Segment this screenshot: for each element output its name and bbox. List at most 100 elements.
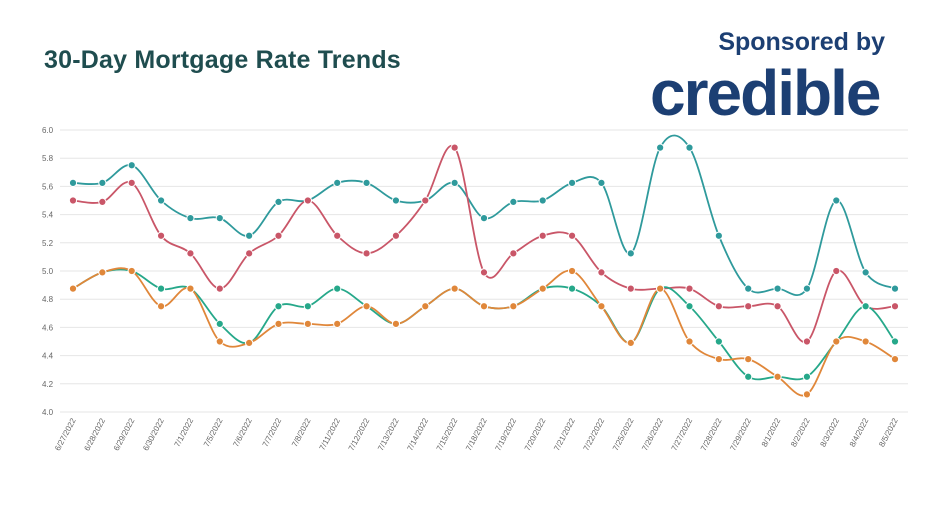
data-point-3 [303,302,312,311]
data-point-4 [333,319,342,328]
data-point-1 [626,249,635,258]
data-point-2 [303,196,312,205]
data-point-3 [861,302,870,311]
data-point-2 [98,197,107,207]
data-point-2 [274,231,283,240]
data-point-1 [156,196,166,205]
data-point-4 [274,319,283,328]
data-point-4 [802,390,812,399]
data-point-4 [538,284,547,293]
data-point-3 [890,337,900,346]
data-point-1 [861,268,870,277]
data-point-3 [744,372,753,381]
data-point-4 [890,355,900,364]
data-point-4 [861,337,870,346]
data-point-1 [479,214,489,223]
y-tick-label: 4.2 [42,380,54,389]
data-point-2 [127,178,136,187]
data-point-2 [685,284,694,293]
data-point-2 [567,231,577,240]
data-point-2 [362,249,371,258]
x-tick-label: 8/4/2022 [848,416,871,448]
data-point-4 [567,266,577,276]
x-tick-label: 6/30/2022 [141,416,166,452]
data-point-3 [156,284,166,293]
data-point-4 [656,284,665,293]
data-point-3 [685,302,694,311]
data-point-4 [186,284,195,293]
data-point-4 [156,302,166,311]
x-tick-label: 7/29/2022 [728,416,753,452]
data-point-2 [626,284,635,293]
series-line-2 [72,144,896,343]
data-point-4 [832,337,841,346]
data-point-2 [333,231,342,240]
data-point-1 [245,231,254,240]
data-point-4 [685,337,694,346]
data-point-2 [597,268,606,277]
x-tick-label: 7/28/2022 [699,416,724,452]
data-point-1 [333,178,342,187]
data-point-2 [215,284,224,293]
x-tick-label: 7/19/2022 [493,416,518,452]
data-point-2 [773,302,782,311]
data-point-4 [362,302,371,311]
x-tick-label: 8/1/2022 [760,416,783,448]
data-point-2 [450,143,459,152]
x-tick-label: 8/5/2022 [877,416,900,448]
x-tick-label: 7/8/2022 [290,416,313,448]
data-point-4 [127,266,136,276]
data-point-1 [744,284,753,293]
data-point-2 [538,231,547,240]
data-point-1 [274,197,283,207]
x-tick-label: 8/2/2022 [789,416,812,448]
data-point-3 [714,337,723,346]
data-point-4 [215,337,224,346]
y-tick-label: 5.8 [42,154,54,163]
x-tick-label: 6/27/2022 [53,416,78,452]
data-point-2 [509,249,518,258]
data-point-2 [245,249,254,258]
data-point-2 [832,266,841,276]
x-tick-label: 7/1/2022 [173,416,196,448]
series-line-3 [72,268,896,381]
data-point-1 [802,284,812,293]
y-tick-label: 4.4 [42,352,54,361]
data-point-1 [362,178,371,187]
data-point-2 [479,268,489,277]
data-point-1 [714,231,723,240]
credible-logo: credible [650,57,881,129]
x-tick-label: 7/12/2022 [347,416,372,452]
data-point-2 [802,337,812,346]
x-tick-label: 7/21/2022 [552,416,577,452]
x-tick-label: 7/27/2022 [670,416,695,452]
x-tick-label: 7/5/2022 [202,416,225,448]
data-point-1 [98,178,107,187]
data-point-1 [127,161,136,170]
data-point-2 [890,302,900,311]
data-point-1 [186,214,195,223]
data-point-1 [656,143,665,152]
data-point-1 [450,178,459,187]
x-tick-label: 7/22/2022 [582,416,607,452]
data-point-1 [215,214,224,223]
data-point-1 [597,178,606,187]
data-point-4 [98,268,107,277]
data-point-1 [391,196,401,205]
x-tick-label: 7/14/2022 [405,416,430,452]
data-point-2 [156,231,166,240]
data-point-3 [274,302,283,311]
data-point-3 [215,319,224,328]
data-point-1 [773,284,782,293]
data-point-2 [714,302,723,311]
sponsor-text: Sponsored by [718,28,885,56]
data-point-1 [68,178,78,187]
x-tick-label: 6/29/2022 [112,416,137,452]
data-point-4 [479,302,489,311]
data-point-4 [303,319,312,328]
data-point-1 [890,284,900,293]
data-point-4 [391,319,401,328]
data-point-4 [509,302,518,311]
data-point-3 [567,284,577,293]
y-tick-label: 4.8 [42,295,54,304]
